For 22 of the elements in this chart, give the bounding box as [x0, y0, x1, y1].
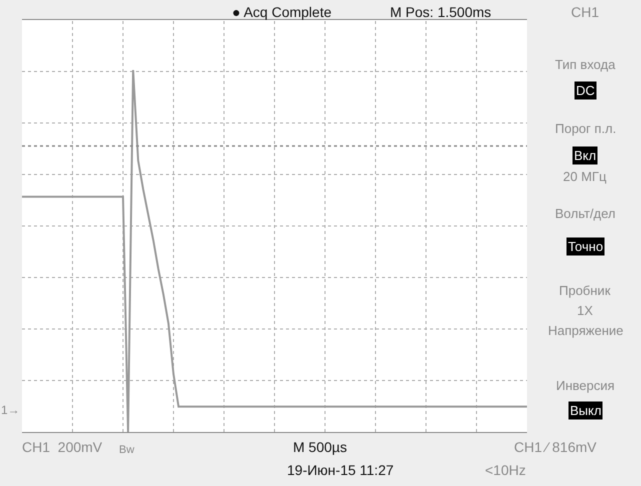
text: Пробник: [559, 283, 611, 298]
text: Порог п.л.: [555, 121, 616, 136]
text: Точно: [568, 239, 604, 254]
text: CH1: [571, 4, 600, 20]
text: CH1 200mV: [22, 439, 103, 455]
text: Вольт/дел: [555, 206, 616, 221]
text: Выкл: [570, 403, 602, 418]
text: 1→: [1, 403, 20, 417]
text: 19-Июн-15 11:27: [287, 462, 394, 478]
text: Инверсия: [556, 378, 615, 393]
text: Напряжение: [548, 323, 624, 338]
text: M 500µs: [293, 439, 347, 455]
text: 1X: [577, 303, 594, 318]
text: M Pos: 1.500ms: [390, 4, 492, 20]
text: Тип входа: [555, 57, 616, 72]
text: DC: [576, 83, 595, 98]
text: ● Acq Complete: [232, 4, 332, 20]
text: Вкл: [574, 148, 596, 163]
text: CH1 ⁄ 816mV: [514, 439, 598, 455]
text: 20 МГц: [563, 169, 607, 184]
text: Bw: [119, 444, 134, 456]
text: <10Hz: [485, 462, 526, 478]
